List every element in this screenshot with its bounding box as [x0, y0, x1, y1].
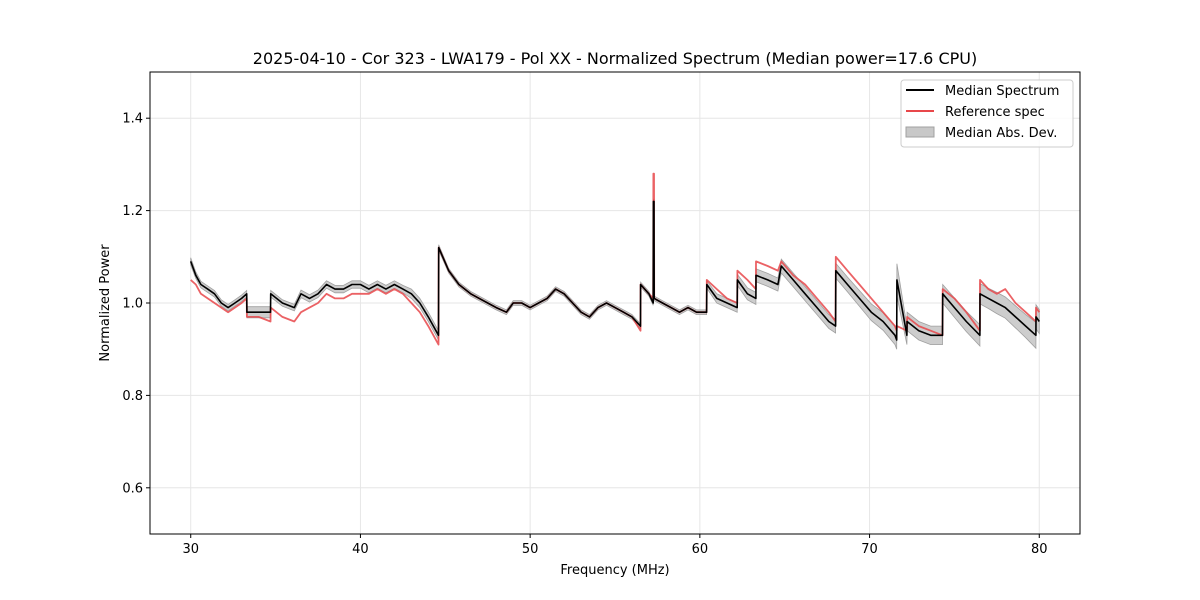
x-tick-label: 60	[692, 542, 709, 557]
mad-band	[190, 198, 1040, 350]
legend-mad-label: Median Abs. Dev.	[945, 126, 1057, 141]
x-axis-label: Frequency (MHz)	[560, 563, 669, 578]
y-tick-label: 1.2	[122, 204, 143, 219]
x-tick-label: 80	[1031, 542, 1048, 557]
ticks: 30 40 50 60 70 80 0.6 0.8 1.0 1.2 1.4	[122, 112, 1047, 557]
legend: Median Spectrum Reference spec Median Ab…	[900, 79, 1074, 148]
y-tick-label: 1.4	[122, 112, 143, 127]
y-tick-label: 0.8	[122, 389, 143, 404]
x-tick-label: 40	[352, 542, 369, 557]
legend-reference-label: Reference spec	[945, 105, 1045, 120]
median-spectrum-line	[189, 200, 1040, 341]
y-tick-label: 1.0	[122, 297, 143, 312]
y-tick-label: 0.6	[122, 481, 143, 496]
x-tick-label: 70	[861, 542, 878, 557]
legend-median-label: Median Spectrum	[945, 84, 1059, 99]
x-tick-label: 30	[182, 542, 199, 557]
legend-frame	[900, 79, 1074, 148]
x-tick-label: 50	[522, 542, 539, 557]
chart-title: 2025-04-10 - Cor 323 - LWA179 - Pol XX -…	[253, 49, 977, 68]
y-axis-label: Normalized Power	[98, 244, 113, 362]
plot-area	[189, 172, 1041, 350]
legend-mad-swatch	[905, 126, 935, 138]
